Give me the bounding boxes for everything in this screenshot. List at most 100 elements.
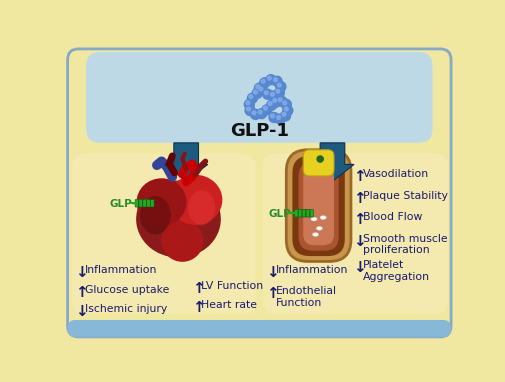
Circle shape	[262, 89, 272, 99]
Circle shape	[317, 156, 323, 162]
Circle shape	[244, 105, 255, 115]
Polygon shape	[310, 143, 354, 181]
Circle shape	[284, 107, 288, 111]
Circle shape	[272, 76, 281, 86]
Text: ↓: ↓	[75, 304, 88, 319]
Circle shape	[276, 96, 286, 106]
Circle shape	[267, 76, 271, 80]
Circle shape	[271, 97, 281, 107]
Circle shape	[277, 83, 281, 87]
FancyBboxPatch shape	[142, 200, 146, 207]
FancyBboxPatch shape	[298, 162, 338, 251]
Circle shape	[274, 88, 284, 98]
Text: ↑: ↑	[352, 212, 365, 227]
Circle shape	[282, 105, 292, 115]
Ellipse shape	[140, 196, 171, 235]
Ellipse shape	[320, 215, 326, 220]
Circle shape	[256, 108, 266, 118]
FancyBboxPatch shape	[302, 167, 333, 245]
Circle shape	[275, 82, 285, 92]
Circle shape	[248, 95, 252, 99]
Circle shape	[281, 99, 291, 109]
Circle shape	[259, 87, 262, 91]
Ellipse shape	[136, 178, 186, 226]
Circle shape	[262, 105, 272, 115]
Text: Platelet
Aggregation: Platelet Aggregation	[362, 260, 429, 282]
FancyBboxPatch shape	[306, 210, 309, 217]
Circle shape	[270, 114, 274, 118]
Text: GLP-1R: GLP-1R	[109, 199, 151, 209]
Text: ↓: ↓	[352, 260, 365, 275]
FancyBboxPatch shape	[301, 210, 305, 217]
Circle shape	[272, 99, 276, 102]
FancyBboxPatch shape	[292, 156, 344, 256]
Text: Endothelial
Function: Endothelial Function	[275, 286, 336, 308]
Circle shape	[250, 109, 260, 119]
Circle shape	[269, 91, 278, 101]
FancyBboxPatch shape	[68, 320, 450, 337]
Circle shape	[247, 93, 257, 103]
Text: LV Function: LV Function	[200, 281, 263, 291]
Circle shape	[268, 102, 272, 105]
Circle shape	[273, 78, 277, 82]
Text: ↑: ↑	[191, 300, 204, 315]
Circle shape	[261, 79, 265, 83]
Text: Smooth muscle
proliferation: Smooth muscle proliferation	[362, 234, 446, 255]
Ellipse shape	[310, 217, 317, 221]
Text: Inflammation: Inflammation	[275, 265, 347, 275]
FancyBboxPatch shape	[86, 52, 432, 143]
FancyBboxPatch shape	[298, 210, 301, 217]
Ellipse shape	[188, 190, 215, 225]
Circle shape	[254, 83, 264, 93]
FancyBboxPatch shape	[150, 200, 154, 207]
FancyBboxPatch shape	[263, 154, 447, 314]
Text: Inflammation: Inflammation	[84, 265, 157, 275]
Circle shape	[264, 91, 268, 95]
Circle shape	[259, 78, 269, 88]
Circle shape	[256, 85, 259, 89]
Circle shape	[275, 89, 279, 93]
Circle shape	[282, 101, 286, 105]
FancyBboxPatch shape	[309, 210, 313, 217]
Ellipse shape	[316, 227, 322, 230]
Circle shape	[245, 101, 249, 105]
Circle shape	[246, 107, 250, 111]
Text: Plaque Stability: Plaque Stability	[362, 191, 446, 201]
Text: ↑: ↑	[352, 191, 365, 206]
Circle shape	[263, 106, 267, 110]
Text: ↑: ↑	[191, 281, 204, 296]
FancyBboxPatch shape	[146, 200, 150, 207]
Circle shape	[270, 92, 274, 96]
Circle shape	[258, 110, 262, 114]
FancyBboxPatch shape	[286, 150, 350, 261]
Circle shape	[280, 111, 290, 121]
Circle shape	[253, 90, 257, 94]
Text: Blood Flow: Blood Flow	[362, 212, 421, 222]
Circle shape	[266, 100, 276, 110]
Text: Ischemic injury: Ischemic injury	[84, 304, 167, 314]
Circle shape	[275, 114, 284, 124]
Text: ↓: ↓	[266, 265, 278, 280]
FancyBboxPatch shape	[294, 210, 297, 217]
Text: ↑: ↑	[352, 169, 365, 184]
Circle shape	[269, 112, 278, 123]
FancyBboxPatch shape	[68, 49, 450, 337]
Polygon shape	[164, 143, 208, 181]
Circle shape	[265, 75, 275, 85]
Ellipse shape	[136, 181, 220, 257]
FancyBboxPatch shape	[72, 154, 255, 314]
FancyBboxPatch shape	[139, 200, 142, 207]
Ellipse shape	[312, 233, 318, 236]
FancyBboxPatch shape	[302, 150, 333, 176]
Circle shape	[244, 99, 254, 109]
Text: Heart rate: Heart rate	[200, 300, 257, 310]
Text: GLP-1R: GLP-1R	[268, 209, 310, 219]
Ellipse shape	[161, 220, 203, 262]
Text: GLP-1: GLP-1	[229, 121, 288, 139]
Text: ↑: ↑	[75, 285, 88, 299]
Circle shape	[251, 89, 262, 99]
Circle shape	[251, 111, 256, 115]
Circle shape	[278, 98, 281, 102]
Text: ↓: ↓	[352, 234, 365, 249]
Circle shape	[281, 112, 285, 116]
